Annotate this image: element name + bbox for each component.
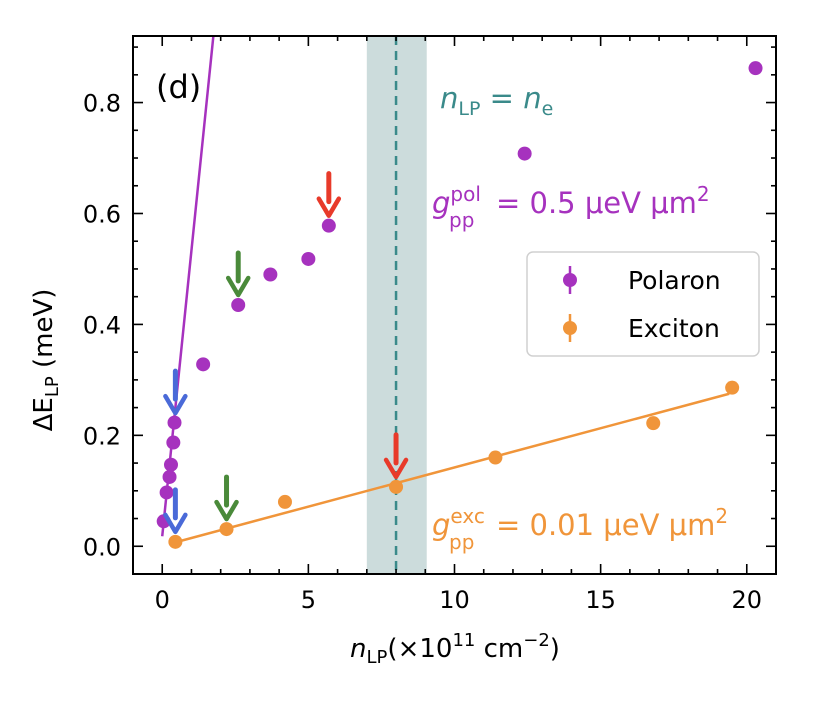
ylabel-sub: LP [42, 376, 63, 397]
ne-rhs: n [523, 81, 541, 115]
xlabel-unit-exp: 11 [452, 630, 475, 651]
x-tick-label: 20 [731, 586, 762, 614]
y-tick-label: 0.0 [83, 533, 121, 561]
polaron-point [321, 218, 336, 233]
gexc-annotation: gexc pp = 0.01 μeV μm2 [432, 504, 728, 554]
legend-polaron-label: Polaron [628, 266, 721, 295]
exciton-fit-line [170, 392, 730, 545]
ne-rhs-sub: e [542, 98, 554, 120]
gpol-annotation: gpol pp = 0.5 μeV μm2 [432, 182, 710, 232]
gpol-symbol: g [432, 186, 450, 220]
y-tick-label: 0.2 [83, 422, 121, 450]
polaron-point [159, 485, 174, 500]
y-tick-label: 0.8 [83, 90, 121, 118]
xlabel-unit-suffix: ) [550, 634, 560, 664]
xlabel-unit-mid: cm [475, 634, 523, 664]
y-axis-label: ΔELP (meV) [29, 289, 63, 432]
gpol-sup: pol [450, 182, 481, 206]
polaron-point [167, 415, 182, 430]
exciton-point [219, 522, 234, 537]
xlabel-main: n [350, 634, 366, 664]
arrow-head [316, 196, 342, 218]
polaron-point [231, 298, 246, 312]
polaron-point [517, 146, 532, 161]
gpol-exp: 2 [697, 182, 710, 206]
gexc-exp: 2 [715, 504, 728, 528]
polaron-point [166, 435, 181, 450]
exciton-point [725, 380, 740, 395]
ne-lhs: n [440, 81, 458, 115]
panel-label: (d) [156, 68, 201, 106]
ne-annotation: nLP = ne [440, 81, 553, 120]
arrow-head [163, 512, 188, 535]
xlabel-unit-prefix: (×10 [387, 634, 452, 664]
polaron-point [748, 61, 763, 76]
x-axis-label: nLP(×1011 cm−2) [350, 630, 560, 668]
ylabel-prefix: ΔE [29, 397, 59, 431]
ylabel-unit: (meV) [29, 289, 59, 377]
xlabel-sub: LP [367, 647, 388, 668]
arrow-head [214, 499, 239, 522]
x-tick-label: 10 [439, 586, 470, 614]
legend-exciton-marker [563, 321, 577, 335]
x-tick-label: 0 [155, 586, 170, 614]
gexc-sub: pp [449, 530, 474, 554]
polaron-point [196, 357, 211, 372]
arrow-head [163, 393, 188, 416]
legend-exciton-label: Exciton [628, 314, 720, 343]
polaron-point [301, 251, 316, 266]
x-tick-label: 5 [301, 586, 316, 614]
gexc-symbol: g [432, 508, 450, 542]
gexc-value: = 0.01 μeV μm [496, 508, 715, 542]
arrow-head [383, 457, 409, 480]
gpol-value: = 0.5 μeV μm [496, 186, 697, 220]
xlabel-unit-exp2: −2 [523, 630, 550, 651]
exciton-point [277, 494, 292, 509]
plot-area: 0 5 10 15 20 0.0 0.2 0.4 0.6 0.8 [83, 35, 777, 614]
exciton-point [389, 479, 404, 494]
legend-box [526, 251, 760, 357]
ne-eq: = [480, 81, 523, 115]
y-tick-label: 0.4 [83, 311, 121, 339]
polaron-point [263, 267, 278, 282]
exciton-point [168, 534, 183, 549]
exciton-point [488, 450, 503, 465]
x-tick-label: 15 [585, 586, 616, 614]
polaron-point [163, 457, 178, 472]
polaron-point [162, 469, 177, 484]
polaron-fit-line [160, 36, 215, 537]
legend-polaron-marker [563, 273, 577, 287]
arrow-head [225, 275, 251, 298]
ne-lhs-sub: LP [458, 98, 480, 120]
y-tick-label: 0.6 [83, 200, 121, 228]
legend: Polaron Exciton [526, 251, 760, 357]
gexc-sup: exc [450, 504, 484, 528]
exciton-point [646, 416, 661, 431]
gpol-sub: pp [449, 208, 474, 232]
